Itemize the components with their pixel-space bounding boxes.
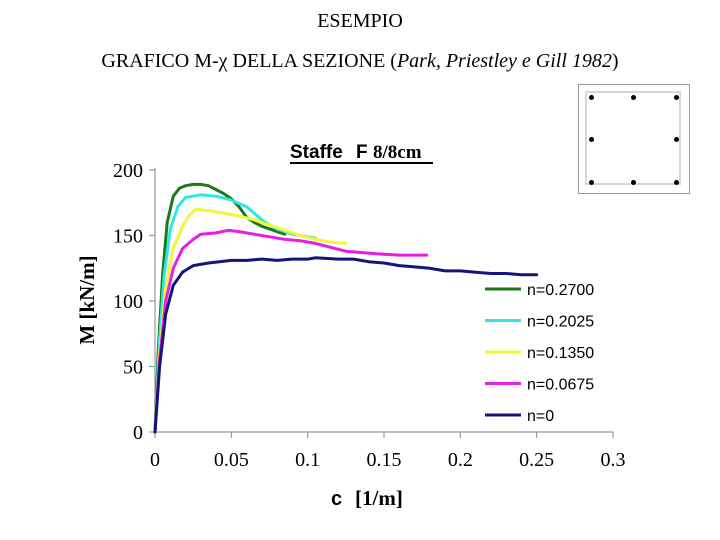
chart-title: Staffe F 8/8cm <box>290 142 433 164</box>
x-tick-label: 0.2 <box>448 449 473 471</box>
chart-title-symbol: F <box>356 142 368 163</box>
chart-legend: n=0.2700 n=0.2025 n=0.1350 n=0.0675 n=0 <box>485 282 594 425</box>
subheading-suffix: ) <box>611 50 619 72</box>
x-tick-label: 0.3 <box>601 449 626 471</box>
legend-label: n=0.0675 <box>527 377 594 394</box>
chart-series <box>153 182 539 434</box>
rebar-icon <box>589 137 594 142</box>
series-line <box>153 256 539 434</box>
y-axis-title: M [kN/m] <box>75 255 99 344</box>
series-line <box>153 228 429 434</box>
x-tick-label: 0.25 <box>519 449 554 471</box>
legend-label: n=0.2700 <box>527 282 594 299</box>
x-tick-label: 0 <box>150 449 160 471</box>
subheading-citation: Park, Priestley e Gill 1982 <box>396 50 612 72</box>
rebar-icon <box>674 137 679 142</box>
y-tick-label: 50 <box>123 357 143 379</box>
chart-axes: 0 50 100 150 200 0 0.05 0.1 0.15 0.2 0.25 0.3 c [1/m]… <box>75 160 626 510</box>
rebar-icon <box>631 180 636 185</box>
y-tick-label: 100 <box>113 291 143 313</box>
cross-section-icon <box>578 84 690 194</box>
subheading-prefix: GRAFICO M-χ DELLA SEZIONE ( <box>101 50 397 72</box>
legend-label: n=0 <box>527 408 554 425</box>
chart-title-word: Staffe <box>290 142 343 163</box>
legend-label: n=0.2025 <box>527 314 594 331</box>
page-subheading: GRAFICO M-χ DELLA SEZIONE (Park, Priestl… <box>0 50 720 73</box>
x-tick-label: 0.1 <box>295 449 320 471</box>
x-tick-label: 0.15 <box>367 449 402 471</box>
y-tick-label: 150 <box>113 226 143 248</box>
y-tick-label: 0 <box>133 422 143 444</box>
x-tick-label: 0.05 <box>214 449 249 471</box>
rebar-icon <box>674 180 679 185</box>
rebar-icon <box>589 180 594 185</box>
page-heading: ESEMPIO <box>317 10 403 32</box>
rebar-icon <box>589 95 594 100</box>
rebar-icon <box>674 95 679 100</box>
series-line <box>153 207 348 434</box>
legend-label: n=0.1350 <box>527 345 594 362</box>
x-axis-title-unit: [1/m] <box>355 486 403 510</box>
chart-title-spec: 8/8cm <box>373 142 422 163</box>
y-tick-label: 200 <box>113 160 143 182</box>
series-line <box>153 182 287 434</box>
x-axis-title-symbol: c <box>331 488 342 510</box>
rebar-icon <box>631 95 636 100</box>
